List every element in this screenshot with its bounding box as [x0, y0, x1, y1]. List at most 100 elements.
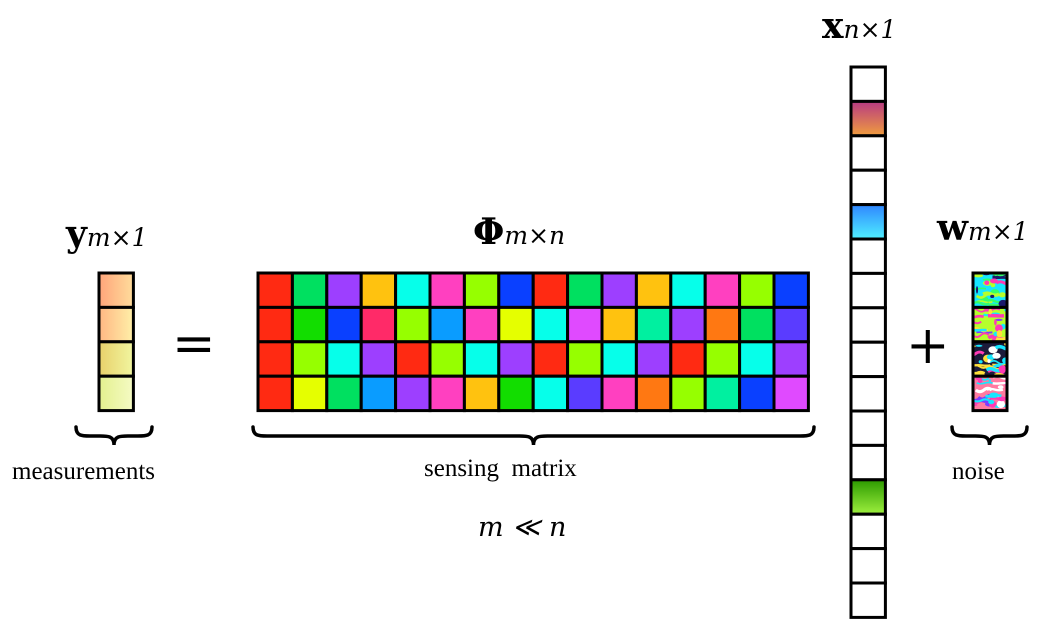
- matrix-cell: [325, 305, 363, 344]
- matrix-cell: [325, 374, 363, 413]
- matrix-cell: [256, 340, 294, 378]
- matrix-cell: [566, 340, 604, 378]
- matrix-cell: [772, 374, 810, 413]
- equals-sign: =: [172, 314, 216, 374]
- matrix-cell: [531, 305, 570, 344]
- matrix-cell: [703, 374, 742, 413]
- y-subscript: m×1: [86, 223, 148, 252]
- noise-cell: [971, 271, 1009, 309]
- matrix-cell: [634, 305, 673, 344]
- signal-cell-nonzero: [849, 99, 887, 138]
- noise-cell: [971, 374, 1009, 413]
- measurements-brace: [74, 425, 154, 446]
- matrix-cell: [497, 340, 535, 378]
- matrix-cell: [566, 305, 604, 344]
- measurement-cell: [97, 271, 135, 309]
- y-label: ym×1: [66, 216, 147, 252]
- y-symbol: y: [66, 213, 87, 255]
- signal-cell-nonzero: [849, 203, 887, 241]
- matrix-cell: [497, 271, 535, 309]
- matrix-cell: [531, 340, 570, 378]
- matrix-cell: [497, 305, 535, 344]
- matrix-cell: [600, 340, 638, 378]
- matrix-cell: [669, 340, 707, 378]
- matrix-cell: [428, 374, 466, 413]
- matrix-cell: [772, 305, 810, 344]
- matrix-cell: [531, 374, 570, 413]
- measurement-cell: [97, 305, 135, 344]
- sensing-matrix: [256, 271, 810, 413]
- matrix-cell: [669, 305, 707, 344]
- matrix-cell: [290, 374, 329, 413]
- matrix-cell: [497, 374, 535, 413]
- matrix-cell: [738, 340, 776, 378]
- matrix-cell: [772, 271, 810, 309]
- matrix-cell: [738, 374, 776, 413]
- matrix-cell: [600, 271, 638, 309]
- matrix-cell: [703, 340, 742, 378]
- phi-symbol: Φ: [473, 211, 505, 253]
- signal-cell-zero: [849, 134, 887, 172]
- noise-vector: [971, 271, 1009, 413]
- matrix-cell: [600, 374, 638, 413]
- sensing-matrix-brace: [251, 425, 816, 446]
- matrix-cell: [634, 271, 673, 309]
- matrix-cell: [566, 271, 604, 309]
- noise-brace: [950, 425, 1029, 446]
- noise-caption: noise: [952, 458, 1005, 485]
- plus-sign: +: [906, 316, 950, 376]
- matrix-cell: [359, 374, 398, 413]
- matrix-cell: [462, 374, 501, 413]
- w-label: wm×1: [937, 210, 1029, 246]
- matrix-cell: [256, 374, 294, 413]
- noise-cell: [971, 305, 1009, 344]
- sensing-matrix-caption: sensing matrix: [424, 455, 577, 482]
- w-symbol: w: [937, 207, 968, 249]
- signal-cell-zero: [849, 340, 887, 379]
- matrix-cell: [359, 271, 398, 309]
- signal-cell-zero: [849, 443, 887, 482]
- matrix-cell: [462, 340, 501, 378]
- matrix-cell: [428, 340, 466, 378]
- matrix-cell: [359, 305, 398, 344]
- measurements-vector: [97, 271, 135, 413]
- matrix-cell: [566, 374, 604, 413]
- signal-cell-zero: [849, 547, 887, 585]
- matrix-cell: [394, 271, 432, 309]
- matrix-cell: [669, 374, 707, 413]
- matrix-cell: [325, 340, 363, 378]
- matrix-cell: [634, 374, 673, 413]
- phi-label: Φm×n: [473, 214, 565, 250]
- matrix-cell: [738, 271, 776, 309]
- dimension-condition: m ≪ n: [478, 512, 567, 543]
- matrix-cell: [394, 340, 432, 378]
- matrix-cell: [290, 340, 329, 378]
- matrix-cell: [600, 305, 638, 344]
- matrix-cell: [394, 305, 432, 344]
- matrix-cell: [256, 305, 294, 344]
- sparse-signal-vector: [849, 65, 887, 619]
- signal-cell-zero: [849, 65, 887, 103]
- w-subscript: m×1: [968, 217, 1029, 246]
- signal-cell-zero: [849, 581, 887, 619]
- matrix-cell: [703, 271, 742, 309]
- measurements-caption: measurements: [12, 458, 156, 485]
- signal-cell-zero: [849, 512, 887, 551]
- signal-cell-zero: [849, 271, 887, 310]
- measurement-cell: [97, 374, 135, 413]
- matrix-cell: [359, 340, 398, 378]
- matrix-cell: [462, 271, 501, 309]
- signal-cell-nonzero: [849, 478, 887, 516]
- matrix-cell: [290, 305, 329, 344]
- signal-cell-zero: [849, 237, 887, 275]
- matrix-cell: [703, 305, 742, 344]
- signal-cell-zero: [849, 409, 887, 447]
- signal-cell-zero: [849, 168, 887, 207]
- matrix-cell: [256, 271, 294, 309]
- matrix-cell: [290, 271, 329, 309]
- signal-cell-zero: [849, 306, 887, 344]
- signal-cell-zero: [849, 375, 887, 413]
- matrix-cell: [462, 305, 501, 344]
